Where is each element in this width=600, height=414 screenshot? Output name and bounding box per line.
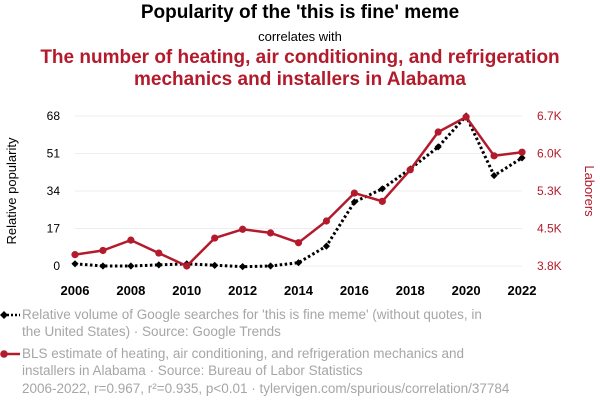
data-point-laborers [490,152,498,160]
y-right-tick-label: 4.5K [537,222,562,236]
data-point-searches [378,185,386,193]
x-tick-label: 2012 [228,283,257,298]
data-point-laborers [99,246,107,255]
x-tick-label: 2010 [172,283,201,298]
data-point-searches [155,261,163,269]
data-point-laborers [322,217,331,225]
legend-text-laborers: BLS estimate of heating, air conditionin… [22,346,465,378]
data-point-laborers [462,113,470,121]
data-point-laborers [211,234,219,242]
stats-footer: 2006-2022, r=0.967, r²=0.935, p<0.01 · t… [22,381,510,396]
legend-text-searches: Relative volume of Google searches for '… [22,307,482,339]
chart-subtitle-line-2: mechanics and installers in Alabama [134,69,466,90]
legend-diamond-icon [0,311,20,319]
data-point-laborers [518,148,526,156]
data-point-searches [294,259,303,267]
x-tick-label: 2018 [396,283,425,298]
data-point-laborers [406,166,414,174]
y-right-axis-label: Laborers [582,165,597,217]
data-point-searches [211,261,219,269]
y-right-tick-label: 6.7K [537,109,562,123]
data-point-searches [322,242,331,250]
y-left-tick-label: 51 [47,147,61,161]
data-point-laborers [266,229,275,237]
chart-title: Popularity of the 'this is fine' meme [140,2,460,23]
y-right-tick-label: 6.0K [537,147,562,161]
x-tick-label: 2022 [508,283,537,298]
data-point-searches [518,154,526,162]
data-point-searches [266,262,275,270]
data-point-searches [71,260,79,268]
data-point-searches [350,198,358,206]
data-point-laborers [127,236,135,244]
data-point-laborers [183,262,191,270]
correlates-label: correlates with [258,29,342,44]
data-point-laborers [71,251,79,259]
x-tick-label: 2006 [61,283,90,298]
data-point-searches [99,262,107,270]
chart-subtitle-line-1: The number of heating, air conditioning,… [40,47,560,68]
data-point-laborers [239,225,247,233]
y-left-tick-label: 34 [47,184,61,198]
y-right-tick-label: 3.8K [537,259,562,273]
x-tick-label: 2020 [452,283,481,298]
y-left-axis-label: Relative popularity [4,137,19,244]
data-point-laborers [294,239,303,247]
data-point-laborers [350,189,358,197]
y-right-tick-label: 5.3K [537,184,562,198]
x-tick-label: 2008 [116,283,145,298]
x-tick-label: 2014 [284,283,314,298]
data-point-laborers [155,249,163,257]
data-point-searches [490,171,498,180]
y-left-tick-label: 68 [47,109,61,123]
legend-circle-icon [0,350,20,358]
chart-subtitle: The number of heating, air conditioning,… [0,47,600,91]
y-left-tick-label: 0 [53,259,60,273]
y-left-tick-label: 17 [47,222,61,236]
x-tick-label: 2016 [340,283,369,298]
data-point-searches [127,262,135,270]
data-point-laborers [378,197,386,205]
data-point-searches [434,143,442,151]
data-point-searches [239,263,247,271]
data-point-laborers [434,128,442,136]
